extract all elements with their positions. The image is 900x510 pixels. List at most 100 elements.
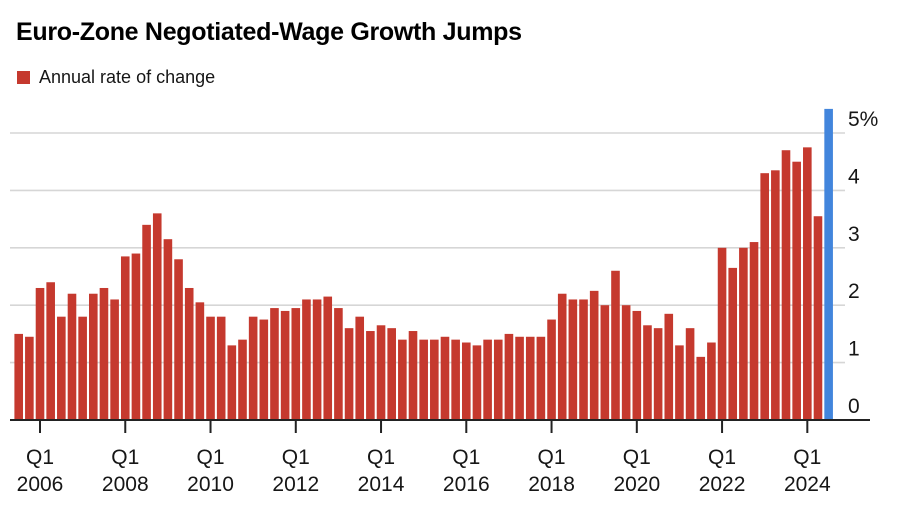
bar-2005-Q3: [14, 333, 23, 420]
bar-2007-Q3: [99, 287, 109, 420]
bar-2013-Q1: [334, 308, 343, 420]
x-tick-label-year-2010: 2010: [187, 473, 234, 496]
bar-2006-Q4: [67, 293, 77, 420]
bar-2015-Q1: [419, 339, 428, 420]
x-tick-label-quarter-2022: Q1: [708, 446, 736, 469]
legend-swatch-icon: [17, 71, 30, 84]
bar-2017-Q3: [525, 336, 535, 420]
y-tick-label-2: 2: [848, 280, 860, 303]
x-tick-label-year-2006: 2006: [17, 473, 64, 496]
bar-2019-Q2: [600, 305, 610, 420]
bar-2010-Q2: [216, 316, 226, 420]
bar-2022-Q4: [749, 242, 759, 420]
bar-2007-Q2: [89, 293, 98, 420]
x-tick-label-year-2012: 2012: [272, 473, 319, 496]
bar-2012-Q3: [312, 299, 322, 420]
bar-2018-Q2: [557, 293, 567, 420]
y-tick-label-3: 3: [848, 223, 860, 246]
bar-2013-Q2: [344, 328, 354, 420]
x-tick-label-quarter-2016: Q1: [452, 446, 480, 469]
bar-2023-Q3: [781, 150, 791, 420]
bar-2011-Q1: [248, 316, 258, 420]
bar-2024-Q1: [803, 147, 812, 420]
bar-2014-Q4: [408, 331, 418, 420]
legend: Annual rate of change: [17, 67, 215, 88]
bar-2015-Q2: [430, 339, 439, 420]
bar-2008-Q1: [120, 256, 130, 420]
bar-2011-Q4: [280, 310, 290, 420]
y-tick-label-4: 4: [848, 165, 860, 188]
bar-2023-Q1: [760, 173, 769, 420]
bar-2016-Q4: [493, 339, 503, 420]
x-tick-label-year-2020: 2020: [613, 473, 660, 496]
bar-2006-Q3: [57, 316, 66, 420]
bar-2014-Q3: [398, 339, 407, 420]
bar-2022-Q2: [728, 267, 738, 420]
bar-2013-Q4: [366, 331, 375, 420]
x-tick-label-year-2018: 2018: [528, 473, 575, 496]
bar-2006-Q2: [46, 282, 55, 420]
bar-2022-Q1: [717, 247, 727, 420]
bar-2018-Q1: [547, 319, 556, 420]
x-tick-label-quarter-2018: Q1: [538, 446, 566, 469]
bar-2021-Q4: [707, 342, 716, 420]
bar-2008-Q3: [142, 224, 151, 420]
bar-2019-Q4: [621, 305, 631, 420]
x-tick-label-quarter-2006: Q1: [26, 446, 54, 469]
x-tick-label-quarter-2024: Q1: [793, 446, 821, 469]
bar-2024-Q3: [824, 108, 833, 420]
bar-2019-Q1: [589, 290, 599, 420]
bar-2016-Q1: [461, 342, 471, 420]
bar-2009-Q4: [195, 302, 205, 420]
bar-2009-Q1: [163, 239, 173, 420]
bar-2018-Q3: [568, 299, 578, 420]
bar-2012-Q2: [302, 299, 311, 420]
bar-2009-Q3: [184, 287, 194, 420]
bar-2022-Q3: [739, 247, 748, 420]
x-tick-label-quarter-2020: Q1: [623, 446, 651, 469]
x-tick-label-quarter-2010: Q1: [197, 446, 225, 469]
bar-2008-Q2: [131, 253, 141, 420]
y-tick-label-0: 0: [848, 395, 860, 418]
bar-2020-Q4: [664, 313, 674, 420]
y-tick-label-5pct: 5%: [848, 108, 878, 131]
bar-2020-Q1: [632, 310, 642, 420]
bar-2007-Q1: [78, 316, 87, 420]
bar-2021-Q1: [675, 345, 684, 420]
legend-label: Annual rate of change: [39, 67, 216, 87]
bar-2020-Q3: [653, 328, 663, 420]
bar-2020-Q2: [643, 325, 652, 420]
bar-2012-Q1: [291, 308, 301, 420]
bar-2021-Q2: [685, 328, 695, 420]
bar-2011-Q2: [259, 319, 269, 420]
bar-2021-Q3: [696, 356, 706, 420]
bar-2016-Q2: [472, 345, 482, 420]
bar-2017-Q4: [536, 336, 546, 420]
bar-2009-Q2: [174, 259, 183, 420]
bar-2023-Q2: [771, 170, 780, 420]
bar-2017-Q1: [504, 333, 514, 420]
bar-2016-Q3: [483, 339, 492, 420]
x-tick-label-quarter-2012: Q1: [282, 446, 310, 469]
bar-2006-Q1: [35, 287, 45, 420]
bar-2015-Q3: [440, 336, 450, 420]
bar-2012-Q4: [323, 296, 333, 420]
y-tick-label-1: 1: [848, 338, 860, 361]
bar-2007-Q4: [110, 299, 119, 420]
bar-2014-Q2: [387, 328, 396, 420]
x-tick-label-year-2016: 2016: [443, 473, 490, 496]
x-tick-label-year-2008: 2008: [102, 473, 149, 496]
bar-2023-Q4: [792, 161, 801, 420]
bar-2018-Q4: [579, 299, 588, 420]
bar-2019-Q3: [611, 270, 620, 420]
bar-2010-Q3: [227, 345, 237, 420]
chart-title: Euro-Zone Negotiated-Wage Growth Jumps: [16, 18, 522, 46]
x-tick-label-quarter-2008: Q1: [111, 446, 139, 469]
bar-2008-Q4: [152, 213, 162, 420]
bar-2005-Q4: [25, 336, 34, 420]
bar-2017-Q2: [515, 336, 524, 420]
x-tick-label-year-2014: 2014: [358, 473, 405, 496]
x-tick-label-year-2022: 2022: [699, 473, 746, 496]
